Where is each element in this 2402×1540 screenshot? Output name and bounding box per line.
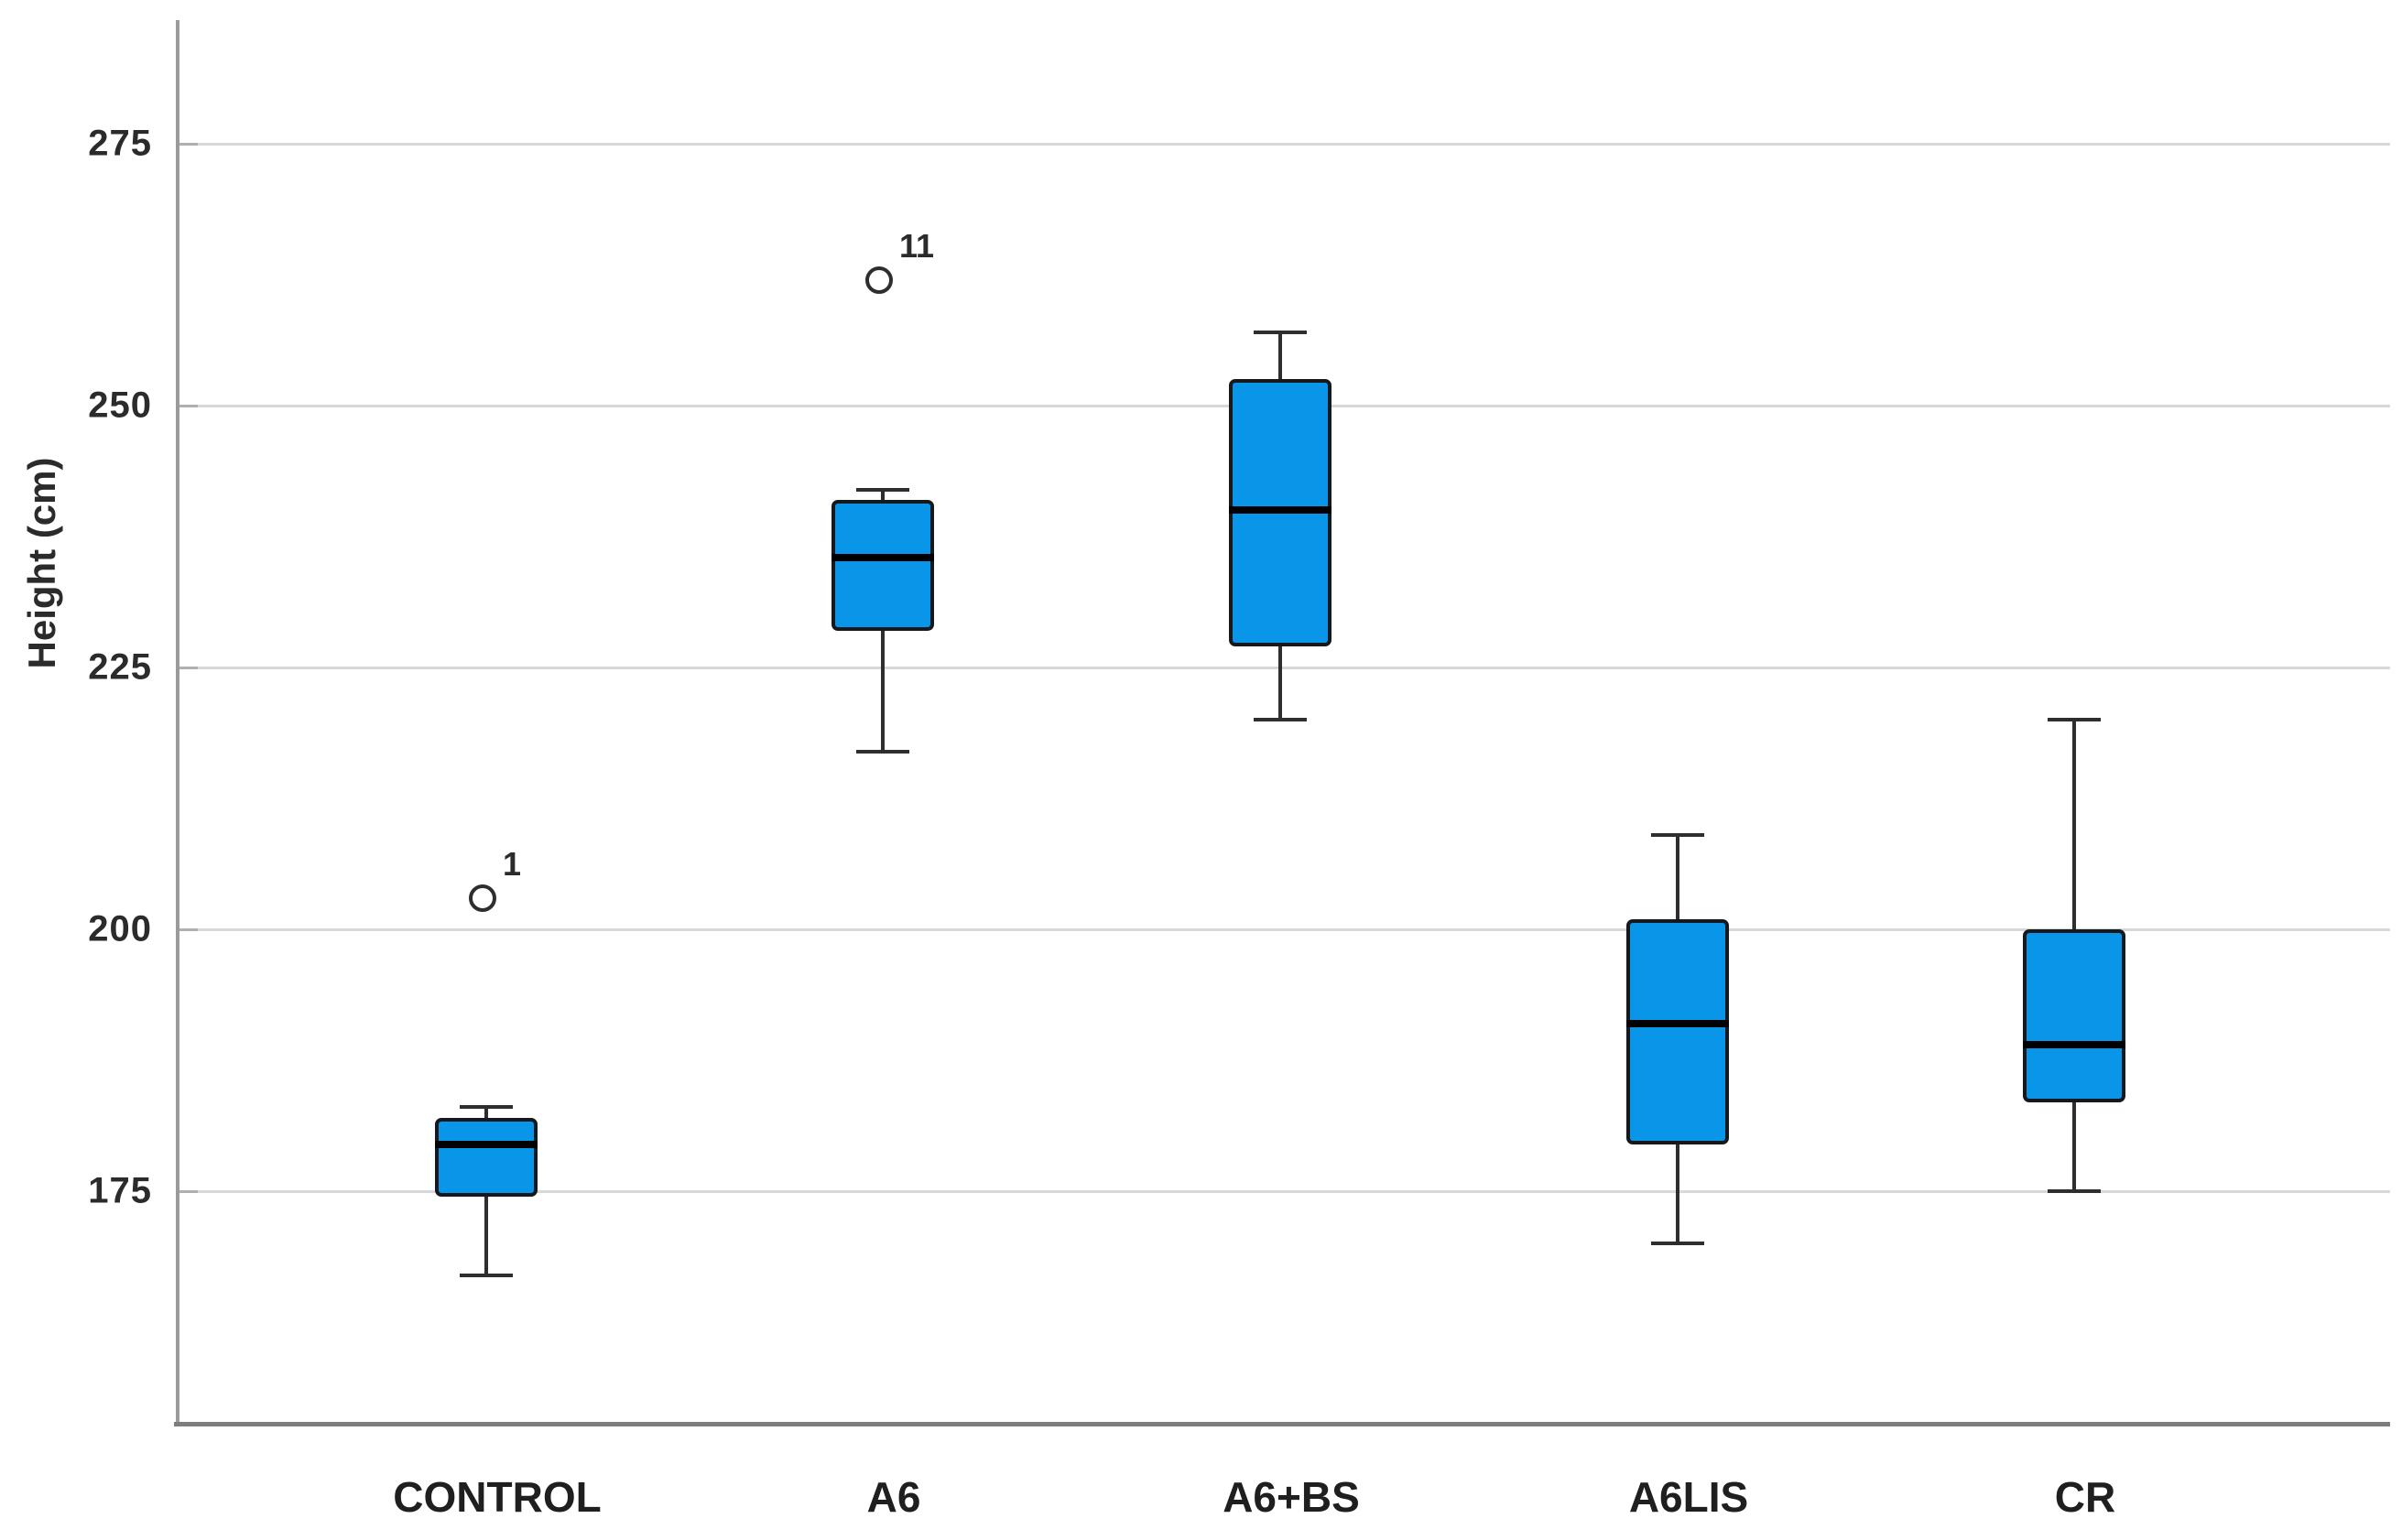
box-cr[interactable]: [2023, 929, 2125, 1102]
median-line: [2023, 1040, 2125, 1048]
y-tick-label-275: 275: [88, 123, 152, 164]
whisker-upper-cap: [1254, 330, 1307, 334]
y-tick-label-225: 225: [88, 646, 152, 688]
y-tick-label-250: 250: [88, 385, 152, 426]
outlier-label: 11: [899, 226, 935, 265]
y-axis-line: [176, 20, 179, 1422]
y-axis-title: Height (cm): [20, 457, 63, 669]
x-axis-label-a6: A6: [866, 1473, 921, 1521]
outlier-label: 1: [503, 844, 522, 883]
gridline-200: [179, 928, 2390, 931]
whisker-upper-stem: [1676, 835, 1679, 919]
x-axis-label-a6lis: A6LIS: [1628, 1473, 1749, 1521]
whisker-upper-cap: [1651, 833, 1704, 838]
gridline-175: [179, 1190, 2390, 1193]
y-tick-label-175: 175: [88, 1170, 152, 1211]
whisker-upper-cap: [856, 487, 909, 492]
median-line: [1229, 506, 1331, 515]
box-a6lis[interactable]: [1626, 918, 1729, 1144]
box-control[interactable]: [435, 1117, 538, 1197]
whisker-lower-stem: [1676, 1144, 1679, 1244]
whisker-lower-stem: [1278, 646, 1282, 721]
y-tick-275: [179, 143, 198, 146]
gridline-275: [179, 143, 2390, 146]
whisker-upper-stem: [2072, 720, 2076, 929]
whisker-lower-cap: [1254, 718, 1307, 722]
whisker-lower-cap: [460, 1273, 513, 1277]
outlier-point[interactable]: [865, 266, 893, 294]
whisker-upper-cap: [460, 1105, 513, 1110]
x-axis-line: [174, 1422, 2390, 1426]
whisker-upper-cap: [2048, 718, 2101, 722]
whisker-lower-cap: [2048, 1189, 2101, 1193]
y-tick-250: [179, 405, 198, 407]
outlier-point[interactable]: [469, 884, 496, 912]
whisker-lower-cap: [856, 749, 909, 754]
x-axis-label-cr: CR: [2054, 1473, 2116, 1521]
x-axis-label-control: CONTROL: [393, 1473, 602, 1521]
y-tick-label-200: 200: [88, 908, 152, 949]
whisker-lower-stem: [881, 630, 885, 752]
median-line: [831, 553, 934, 561]
whisker-upper-stem: [1278, 331, 1282, 380]
median-line: [435, 1140, 538, 1148]
whisker-lower-stem: [484, 1196, 488, 1275]
x-axis-label-a6+bs: A6+BS: [1223, 1473, 1360, 1521]
whisker-upper-stem: [881, 489, 885, 500]
whisker-lower-cap: [1651, 1242, 1704, 1246]
gridline-225: [179, 667, 2390, 669]
y-tick-175: [179, 1190, 198, 1193]
y-tick-225: [179, 667, 198, 669]
whisker-lower-stem: [2072, 1101, 2076, 1191]
median-line: [1626, 1019, 1729, 1027]
y-tick-200: [179, 928, 198, 931]
whisker-upper-stem: [484, 1107, 488, 1118]
box-a6[interactable]: [831, 499, 934, 631]
